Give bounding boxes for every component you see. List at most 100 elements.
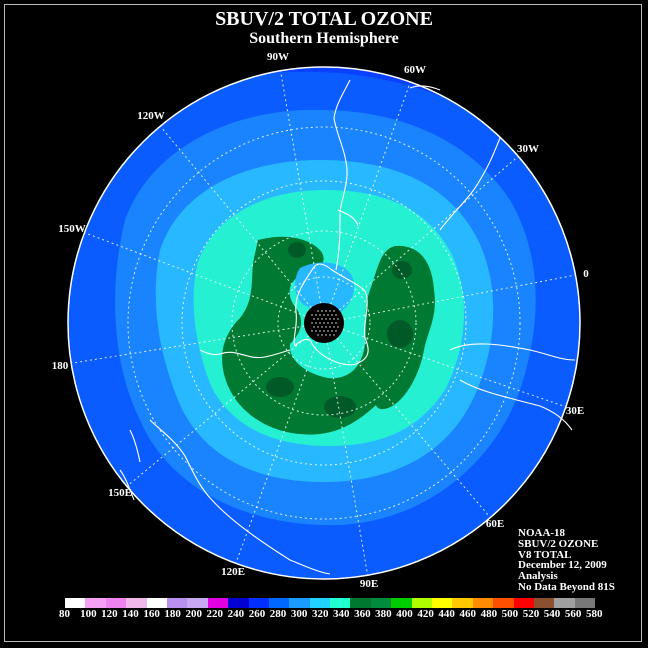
longitude-label: 120E <box>221 566 245 578</box>
colorbar-swatch <box>268 598 290 608</box>
colorbar-tick-label: 420 <box>417 608 434 620</box>
colorbar-tick-label: 160 <box>143 608 160 620</box>
info-satellite: NOAA-18 <box>518 527 566 539</box>
map-boundary <box>67 66 581 580</box>
longitude-label: 30W <box>517 143 539 155</box>
colorbar-swatch <box>350 598 371 608</box>
info-panel: NOAA-18 SBUV/2 OZONE V8 TOTAL December 1… <box>518 528 615 593</box>
colorbar-swatch <box>85 598 106 608</box>
latitude-circle <box>277 276 371 370</box>
colorbar-swatch <box>146 598 167 608</box>
info-product: SBUV/2 OZONE <box>518 537 599 550</box>
colorbar-swatch <box>126 598 147 608</box>
meridian-line <box>330 81 411 305</box>
meridian-line <box>343 274 576 320</box>
longitude-label: 60E <box>486 518 504 530</box>
longitude-label: 150W <box>58 223 86 235</box>
colorbar-swatch <box>391 598 412 608</box>
coastlines <box>119 79 576 575</box>
colorbar-tick-label: 120 <box>101 608 118 620</box>
colorbar-tick-label: 300 <box>290 608 308 620</box>
longitude-labels: 90W 60W 30W 0 30E 60E 90E 120E 150E 180 150W 120W <box>52 51 590 590</box>
colorbar-tick-label: 320 <box>311 608 329 620</box>
longitude-label: 0 <box>583 268 589 280</box>
colorbar-swatch <box>574 598 596 608</box>
colorbar-tick-label: 140 <box>122 608 139 620</box>
colorbar-tick-label: 200 <box>185 608 202 620</box>
colorbar-tick-label: 100 <box>80 608 97 620</box>
meridian-line <box>126 335 309 487</box>
longitude-label: 150E <box>108 487 132 499</box>
colorbar-tick-label: 380 <box>375 608 392 620</box>
ozone-pole-lowband <box>295 262 355 314</box>
longitude-label: 120W <box>137 110 165 122</box>
longitude-label: 180 <box>52 360 69 372</box>
colorbar-swatch <box>65 598 86 608</box>
meridian-line <box>338 155 519 311</box>
map-title: SBUV/2 TOTAL OZONE <box>215 8 433 30</box>
colorbar-tick-label: 460 <box>459 608 476 620</box>
colorbar-tick-label: 260 <box>248 608 266 620</box>
colorbar-swatch <box>105 598 127 608</box>
colorbar-tick-label: 280 <box>269 608 287 620</box>
ozone-max-cell-3 <box>387 320 413 348</box>
ozone-max-cell-4 <box>392 261 412 279</box>
colorbar-tick-label: 520 <box>522 608 540 620</box>
graticule <box>71 70 576 576</box>
colorbar-swatch <box>513 598 534 608</box>
colorbar-swatch <box>432 598 453 608</box>
meridian-line <box>71 325 305 364</box>
meridian-line <box>280 70 322 304</box>
meridian-line <box>326 342 369 576</box>
info-coverage: No Data Beyond 81S <box>518 580 615 593</box>
latitude-circle <box>231 230 417 416</box>
colorbar-tick-label: 240 <box>227 608 245 620</box>
colorbar-swatch <box>289 598 310 608</box>
image-frame <box>4 4 642 642</box>
colorbar-tick-label: 220 <box>206 608 224 620</box>
colorbar-tick-label: 180 <box>164 608 181 620</box>
map-subtitle: Southern Hemisphere <box>249 30 399 47</box>
longitude-label: 90E <box>360 578 378 590</box>
colorbar-swatch <box>187 598 208 608</box>
colorbar-tick-label: 440 <box>438 608 455 620</box>
meridian-line <box>84 232 306 317</box>
colorbar-tick-label: 480 <box>480 608 498 620</box>
colorbar-tick-label: 400 <box>396 608 413 620</box>
colorbar-swatch <box>452 598 473 608</box>
ozone-max-cell-2 <box>324 396 356 418</box>
no-data-dots <box>311 310 339 336</box>
ozone-max-cell-5 <box>288 242 306 258</box>
meridian-line <box>342 329 567 408</box>
colorbar-tick-label: 560 <box>564 608 582 620</box>
colorbar-tick-label: 360 <box>354 608 371 620</box>
colorbar-tick-label: 500 <box>501 608 519 620</box>
colorbar-tick-label: 580 <box>585 608 603 620</box>
colorbar-swatch <box>166 598 188 608</box>
colorbar-swatch <box>533 598 555 608</box>
colorbar-swatch <box>411 598 433 608</box>
colorbar-tick-label: 80 <box>59 608 70 620</box>
colorbar-tick-label: 340 <box>333 608 350 620</box>
ozone-max-cell-1 <box>266 377 294 397</box>
colorbar-swatch <box>330 598 351 608</box>
info-date: December 12, 2009 <box>518 559 607 572</box>
meridian-line <box>235 341 318 564</box>
meridian-line <box>336 337 491 518</box>
longitude-label: 90W <box>267 51 289 63</box>
info-type: Analysis <box>518 570 558 583</box>
colorbar-tick-label: 540 <box>543 608 561 620</box>
latitude-circle <box>127 126 521 520</box>
colorbar-swatch <box>554 598 575 608</box>
colorbar-swatch <box>207 598 229 608</box>
ozone-field <box>68 67 580 579</box>
colorbar-swatch <box>370 598 392 608</box>
longitude-label: 30E <box>566 405 584 417</box>
colorbar-swatch <box>493 598 514 608</box>
info-version: V8 TOTAL <box>518 548 572 561</box>
longitude-label: 60W <box>404 64 426 76</box>
meridian-line <box>159 125 312 308</box>
colorbar-swatch <box>472 598 494 608</box>
colorbar-swatch <box>248 598 269 608</box>
